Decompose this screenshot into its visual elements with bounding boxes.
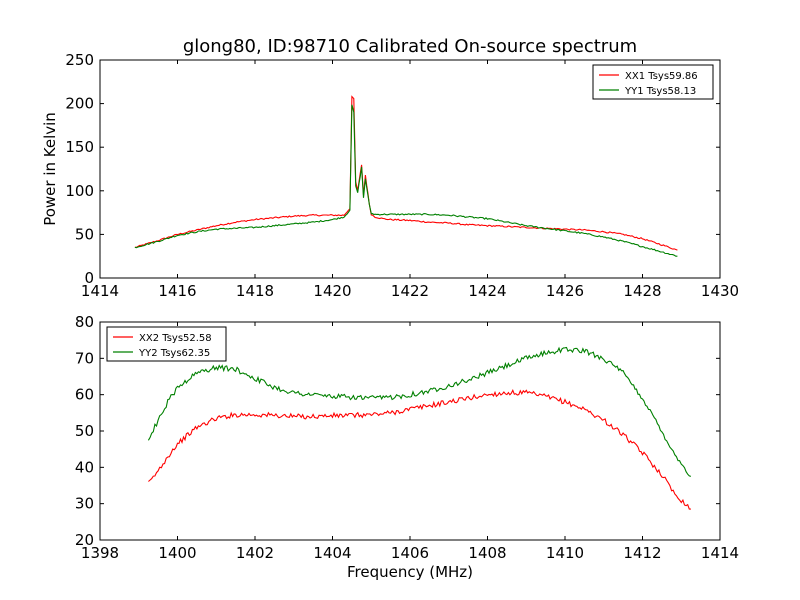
- legend-label: XX1 Tsys59.86: [625, 71, 698, 82]
- y-tick-label: 30: [75, 495, 94, 513]
- legend-label: YY2 Tsys62.35: [138, 348, 210, 359]
- y-tick-label: 50: [75, 225, 94, 243]
- x-tick-label: 1398: [81, 544, 119, 562]
- x-tick-label: 1428: [623, 282, 661, 300]
- y-axis-label: Power in Kelvin: [41, 112, 59, 226]
- y-tick-label: 0: [84, 269, 94, 287]
- legend-box: [592, 64, 714, 100]
- figure-title: glong80, ID:98710 Calibrated On-source s…: [183, 36, 637, 57]
- y-tick-label: 100: [65, 182, 94, 200]
- series-line-xx2: [148, 388, 691, 510]
- x-tick-label: 1408: [468, 544, 506, 562]
- x-tick-label: 1404: [313, 544, 351, 562]
- panel-top-xx1-yy1: 1414 1416 1418 1420 1422 1424 1426 1428 1430 0 50 1…: [41, 51, 739, 300]
- x-tick-label: 1406: [391, 544, 429, 562]
- legend-label: YY1 Tsys58.13: [624, 86, 696, 97]
- y-tick-label: 20: [75, 531, 94, 549]
- x-tick-label: 1424: [468, 282, 506, 300]
- legend: XX2 Tsys52.58 YY2 Tsys62.35: [106, 326, 227, 362]
- x-tick-label: 1414: [81, 282, 119, 300]
- legend-box: [106, 326, 227, 362]
- y-tick-label: 70: [75, 349, 94, 367]
- y-tick-label: 80: [75, 313, 94, 331]
- y-tick-label: 50: [75, 422, 94, 440]
- y-tick-label: 60: [75, 386, 94, 404]
- series-line-xx1: [134, 95, 678, 251]
- x-tick-label: 1416: [158, 282, 196, 300]
- x-tick-label: 1400: [158, 544, 196, 562]
- y-tick-label: 40: [75, 458, 94, 476]
- x-tick-label: 1430: [701, 282, 739, 300]
- panel-bottom-xx2-yy2: 1398 1400 1402 1404 1406 1408 1410 1412 1414 20 30…: [75, 313, 739, 581]
- x-tick-label: 1414: [701, 544, 739, 562]
- series-line-yy1: [134, 104, 678, 257]
- series-line-yy2: [147, 346, 692, 477]
- x-tick-label: 1410: [546, 544, 584, 562]
- x-axis-label: Frequency (MHz): [347, 563, 473, 581]
- x-tick-label: 1402: [236, 544, 274, 562]
- y-tick-label: 200: [65, 95, 94, 113]
- y-tick-label: 250: [65, 51, 94, 69]
- x-tick-label: 1420: [313, 282, 351, 300]
- y-tick-label: 150: [65, 138, 94, 156]
- x-tick-label: 1426: [546, 282, 584, 300]
- x-tick-label: 1412: [623, 544, 661, 562]
- legend-label: XX2 Tsys52.58: [139, 333, 212, 344]
- x-tick-label: 1418: [236, 282, 274, 300]
- x-tick-label: 1422: [391, 282, 429, 300]
- legend: XX1 Tsys59.86 YY1 Tsys58.13: [592, 64, 714, 100]
